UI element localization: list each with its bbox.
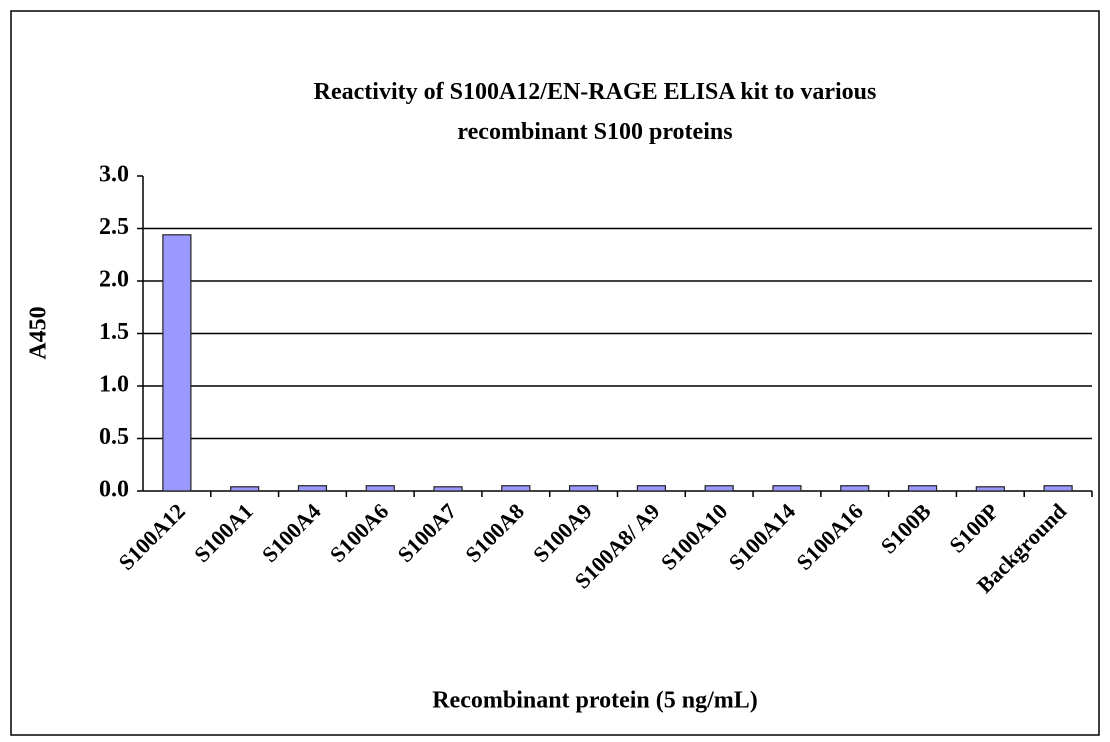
x-axis-title: Recombinant protein (5 ng/mL)	[432, 688, 758, 714]
bar	[230, 486, 260, 492]
bar	[975, 486, 1005, 492]
y-tick-label: 1.0	[99, 372, 129, 398]
y-tick-label: 0.0	[99, 477, 129, 503]
y-tick-label: 2.5	[99, 214, 129, 240]
y-tick-label: 0.5	[99, 424, 129, 450]
bar	[840, 485, 870, 492]
bar	[907, 485, 938, 492]
bar	[501, 485, 531, 492]
bar	[1043, 485, 1073, 492]
bar	[704, 485, 734, 492]
chart-title: Reactivity of S100A12/EN-RAGE ELISA kit …	[313, 79, 877, 145]
y-tick-label: 1.5	[99, 319, 129, 345]
chart-frame	[10, 10, 1100, 736]
bar	[569, 485, 599, 492]
bar	[162, 234, 192, 492]
y-tick-label: 3.0	[99, 162, 129, 188]
bar	[297, 485, 328, 492]
bar	[365, 485, 395, 492]
bar	[772, 485, 802, 492]
y-tick-label: 2.0	[99, 267, 129, 293]
bar	[636, 485, 666, 492]
bar	[433, 486, 463, 492]
y-axis-title: A450	[26, 306, 52, 359]
